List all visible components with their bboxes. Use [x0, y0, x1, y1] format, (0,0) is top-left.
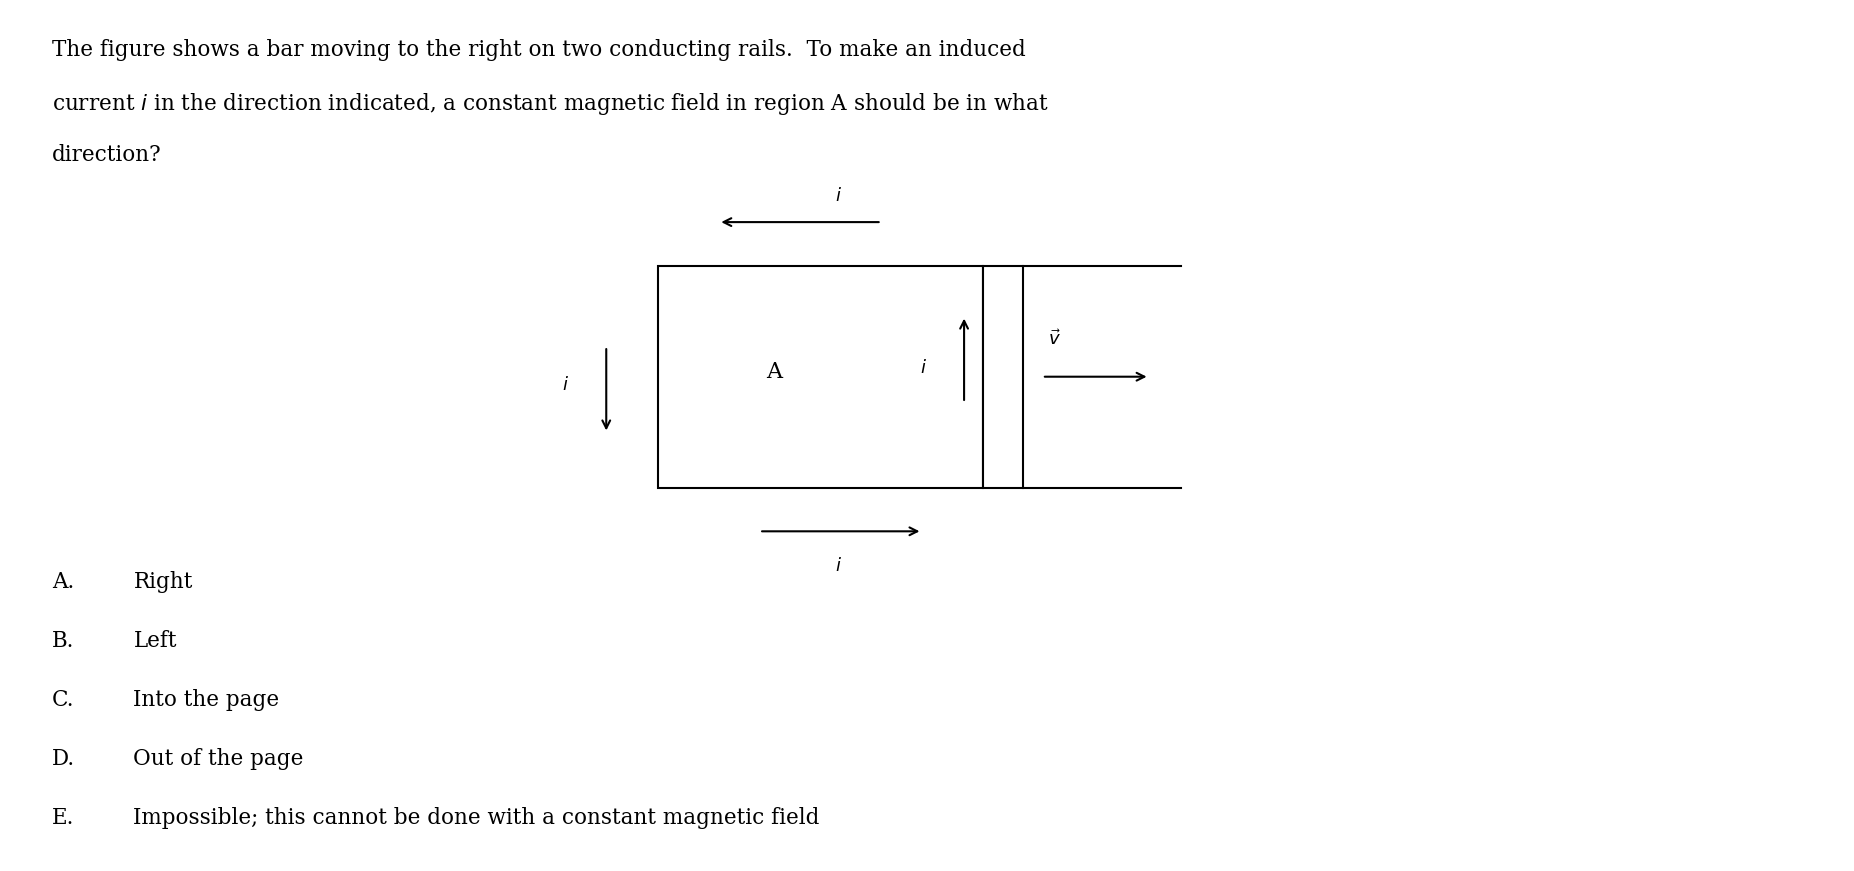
Text: $i$: $i$ — [836, 557, 842, 576]
Text: The figure shows a bar moving to the right on two conducting rails.  To make an : The figure shows a bar moving to the rig… — [52, 39, 1025, 61]
Text: D.: D. — [52, 748, 74, 770]
Text: $\vec{v}$: $\vec{v}$ — [1048, 329, 1060, 348]
Text: Impossible; this cannot be done with a constant magnetic field: Impossible; this cannot be done with a c… — [133, 807, 819, 829]
Text: Left: Left — [133, 630, 176, 652]
Text: Right: Right — [133, 571, 193, 592]
Text: C.: C. — [52, 689, 74, 711]
Text: $i$: $i$ — [836, 186, 842, 205]
Text: $i$: $i$ — [920, 359, 927, 377]
Text: B.: B. — [52, 630, 74, 652]
Text: direction?: direction? — [52, 144, 161, 165]
Bar — [983, 266, 1023, 488]
Text: Out of the page: Out of the page — [133, 748, 304, 770]
Text: A: A — [766, 361, 782, 383]
Text: Into the page: Into the page — [133, 689, 280, 711]
Text: current $i$ in the direction indicated, a constant magnetic field in region A sh: current $i$ in the direction indicated, … — [52, 91, 1049, 118]
Text: A.: A. — [52, 571, 74, 592]
Text: $i$: $i$ — [562, 376, 569, 395]
Bar — [658, 266, 983, 488]
Text: E.: E. — [52, 807, 74, 829]
